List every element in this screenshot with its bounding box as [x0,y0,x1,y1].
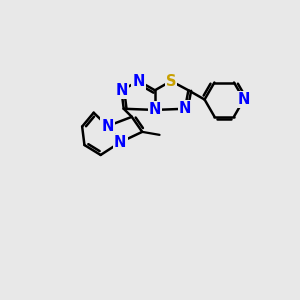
Text: N: N [238,92,250,107]
Text: S: S [166,74,176,88]
Text: N: N [101,118,114,134]
Text: N: N [115,83,128,98]
Text: N: N [179,101,191,116]
Text: N: N [149,102,161,117]
Text: N: N [114,135,126,150]
Text: N: N [133,74,145,88]
